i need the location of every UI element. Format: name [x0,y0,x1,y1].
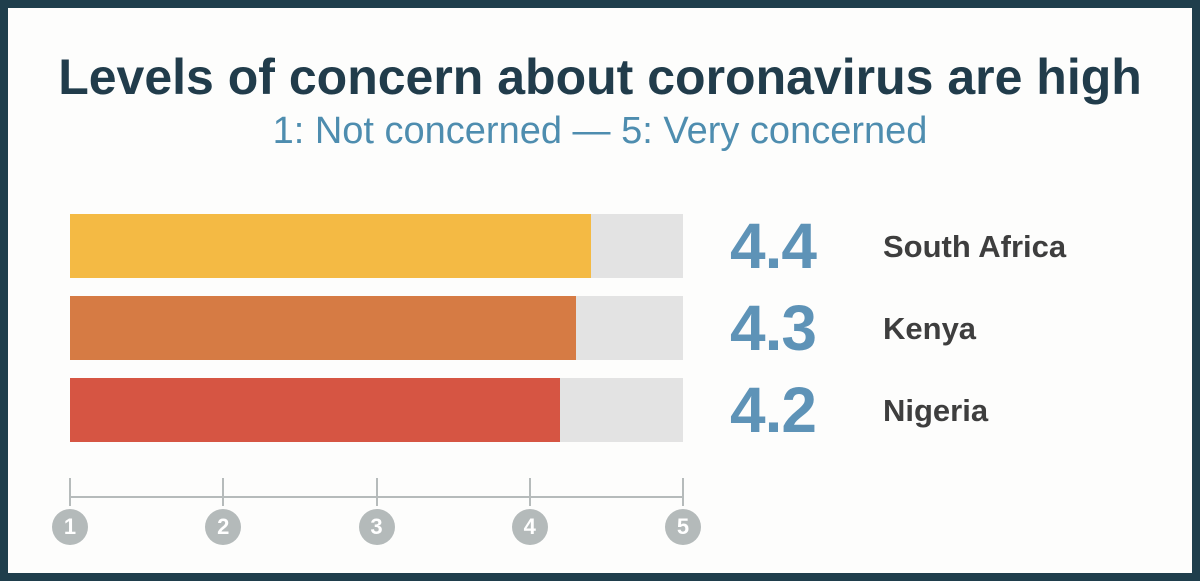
bar-chart: 4.4 South Africa 4.3 Kenya 4.2 Nigeria [70,214,1066,460]
axis-line [70,496,683,498]
category-label-kenya: Kenya [883,310,977,346]
bar-fill-nigeria [70,378,561,442]
chart-subtitle: 1: Not concerned — 5: Very concerned [272,110,928,152]
bar-row-kenya: 4.3 Kenya [70,296,1066,360]
value-label-kenya: 4.3 [730,292,817,364]
bar-track [70,296,683,360]
axis-tick-1 [69,478,71,506]
axis-tick-3 [375,478,378,506]
chart-header: Levels of concern about coronavirus are … [8,50,1192,153]
axis-tick-4 [528,478,531,506]
value-label-south-africa: 4.4 [730,210,817,282]
bar-track [70,214,683,278]
axis-marker-5: 5 [665,509,701,545]
x-axis: 1 2 3 4 5 [52,478,701,558]
axis-marker-2: 2 [205,509,242,545]
axis-marker-1: 1 [52,509,88,545]
category-label-nigeria: Nigeria [883,392,989,428]
value-label-nigeria: 4.2 [730,374,817,446]
category-label-south-africa: South Africa [883,228,1067,264]
bar-row-nigeria: 4.2 Nigeria [70,378,1066,442]
axis-marker-3: 3 [358,509,395,545]
bar-row-south-africa: 4.4 South Africa [70,214,1066,278]
bar-track [70,378,683,442]
chart-title: Levels of concern about coronavirus are … [58,49,1142,105]
axis-tick-5 [682,478,684,506]
axis-marker-4: 4 [511,509,548,545]
bar-fill-south-africa [70,214,592,278]
axis-tick-2 [222,478,225,506]
bar-fill-kenya [70,296,576,360]
